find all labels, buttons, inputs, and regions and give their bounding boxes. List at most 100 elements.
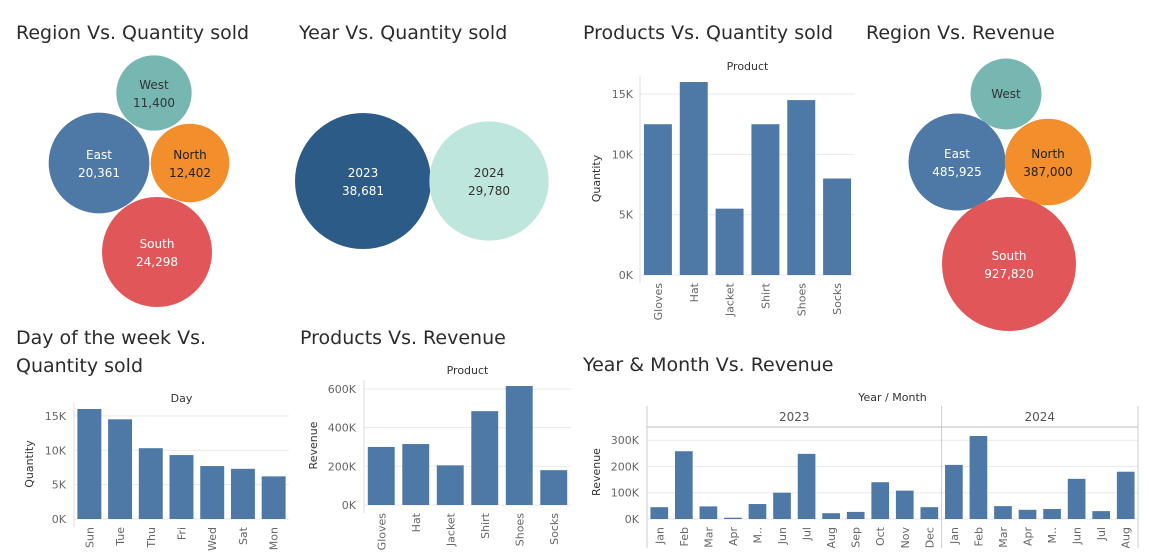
product_rev-bar-hat[interactable] (402, 444, 430, 505)
yearmonth_rev-bar-2024-jun[interactable] (1067, 478, 1086, 519)
product_qty-bar-shoes[interactable] (787, 100, 816, 275)
yearmonth_rev-bar-2024-feb[interactable] (969, 436, 988, 519)
yearmonth_rev-xtick-label: Aug (1120, 527, 1133, 548)
region_rev-bubble-value: 387,000 (1023, 165, 1073, 179)
yearmonth_rev-group-label-2023: 2023 (779, 410, 810, 424)
day_qty-bar-sat[interactable] (230, 468, 255, 519)
yearmonth_rev-bar-2024-apr[interactable] (1018, 509, 1037, 519)
region_qty-bubble-south[interactable] (102, 197, 212, 307)
region_rev-bubble-east[interactable] (908, 113, 1006, 211)
title-year-qty: Year Vs. Quantity sold (299, 22, 508, 44)
yearmonth_rev-bar-2023-m[interactable] (748, 504, 767, 519)
product_rev-ytick-label: 600K (328, 383, 357, 396)
product_rev-bar-jacket[interactable] (436, 465, 464, 505)
product_rev-xtick-label: Shoes (513, 513, 526, 546)
product_qty-bar-gloves[interactable] (643, 124, 672, 275)
yearmonth_rev-bar-2024-aug[interactable] (1116, 471, 1135, 519)
day_qty-bar-mon[interactable] (261, 476, 286, 519)
title-region-qty: Region Vs. Quantity sold (16, 22, 250, 44)
day_qty-ytick-label: 0K (52, 513, 67, 526)
title-day-qty: Day of the week Vs. Quantity sold (16, 327, 207, 377)
year_qty-bubble-2024[interactable] (429, 121, 549, 241)
yearmonth_rev-xtick-label: Mar (997, 527, 1010, 548)
region_rev-bubble-label: West (991, 87, 1021, 101)
product_qty-bar-hat[interactable] (679, 82, 708, 275)
title-region-rev: Region Vs. Revenue (866, 22, 1055, 44)
yearmonth_rev-bar-2023-jan[interactable] (650, 507, 669, 519)
yearmonth_rev-xtick-label: Aug (825, 527, 838, 548)
yearmonth_rev-bar-2023-jul[interactable] (797, 453, 816, 519)
yearmonth_rev-ytick-label: 0K (625, 513, 640, 526)
product_rev-bar-socks[interactable] (540, 470, 568, 505)
product_rev-header: Product (447, 364, 489, 377)
yearmonth_rev-xtick-label: Oct (874, 526, 887, 546)
region_qty-bubble-north[interactable] (150, 123, 230, 203)
region_qty-bubble-west[interactable] (116, 55, 192, 131)
yearmonth_rev-bar-2023-sep[interactable] (846, 511, 865, 519)
product_qty-ytick-label: 10K (612, 148, 634, 161)
title-product-rev: Products Vs. Revenue (300, 327, 506, 349)
product_qty-ytick-label: 0K (619, 269, 634, 282)
day_qty-bar-wed[interactable] (200, 466, 225, 519)
product_qty-ytick-label: 15K (612, 88, 634, 101)
product_rev-ytick-label: 0K (342, 499, 357, 512)
yearmonth_rev-bar-2024-m[interactable] (1043, 509, 1061, 519)
yearmonth_rev-ytick-label: 100K (611, 487, 640, 500)
day_qty-ytick-label: 5K (52, 479, 67, 492)
yearmonth_rev-xtick-label: Nov (899, 527, 912, 549)
day_qty-ytick-label: 10K (45, 444, 67, 457)
product_qty-xtick-label: Shirt (759, 282, 772, 309)
product_qty-bar-socks[interactable] (823, 178, 852, 276)
product_qty-bar-shirt[interactable] (751, 124, 780, 275)
product_rev-bar-shirt[interactable] (471, 411, 499, 505)
yearmonth_rev-bar-2023-feb[interactable] (674, 451, 693, 519)
product_rev-bar-shoes[interactable] (505, 386, 533, 505)
yearmonth_rev-bar-2023-aug[interactable] (822, 513, 840, 519)
day_qty-xtick-label: Sat (237, 526, 250, 545)
region_rev-bubble-north[interactable] (1004, 118, 1092, 206)
yearmonth_rev-bar-2024-mar[interactable] (994, 506, 1012, 519)
day_qty-bar-sun[interactable] (77, 409, 102, 519)
year_qty-bubble-2023[interactable] (295, 113, 431, 249)
yearmonth_rev-bar-2023-dec[interactable] (920, 507, 939, 519)
yearmonth_rev-xtick-label: Jan (653, 527, 666, 545)
product_rev-ytick-label: 200K (328, 460, 357, 473)
yearmonth_rev-xtick-label: Sep (850, 527, 863, 548)
yearmonth_rev-xtick-label: Jun (776, 527, 789, 545)
yearmonth_rev-bar-2023-apr[interactable] (724, 517, 742, 519)
yearmonth_rev-bar-2023-jun[interactable] (773, 492, 791, 519)
day_qty-xtick-label: Wed (206, 527, 219, 551)
product_qty-bar-jacket[interactable] (715, 208, 744, 275)
region_rev-bubble-value: 927,820 (984, 267, 1034, 281)
day_qty-xtick-label: Tue (114, 527, 127, 547)
day_qty-bar-tue[interactable] (108, 419, 133, 519)
yearmonth_rev-xtick-label: Feb (972, 527, 985, 546)
region_qty-bubble-label: North (173, 148, 207, 162)
yearmonth_rev-bar-2023-nov[interactable] (895, 490, 914, 519)
yearmonth_rev-xtick-label: Feb (678, 527, 691, 546)
day_qty-xtick-label: Mon (268, 527, 281, 550)
region_rev-bubble-south[interactable] (942, 197, 1076, 331)
yearmonth_rev-bar-2023-mar[interactable] (699, 506, 718, 519)
yearmonth_rev-bar-2024-jul[interactable] (1092, 511, 1111, 519)
day_qty-ytick-label: 15K (45, 410, 67, 423)
yearmonth_rev-ytick-label: 300K (611, 434, 640, 447)
region_qty-bubble-east[interactable] (48, 112, 150, 214)
day_qty-bar-thu[interactable] (138, 448, 163, 519)
year_qty-bubble-value: 38,681 (342, 184, 384, 198)
product_rev-bar-gloves[interactable] (367, 446, 395, 505)
region_rev-bubble-label: South (992, 249, 1027, 263)
region_qty-bubble-label: East (86, 148, 112, 162)
yearmonth_rev-bar-2024-jan[interactable] (945, 464, 963, 519)
yearmonth_rev-ylabel: Revenue (590, 448, 603, 496)
product_qty-xtick-label: Gloves (652, 283, 665, 321)
yearmonth_rev-bar-2023-oct[interactable] (871, 482, 890, 519)
product_qty-xtick-label: Jacket (724, 282, 737, 317)
product_qty-xtick-label: Hat (688, 282, 701, 302)
region_rev-bubble-west[interactable] (970, 58, 1042, 130)
yearmonth_rev-group-label-2024: 2024 (1025, 410, 1056, 424)
product_qty-xtick-label: Shoes (795, 283, 808, 316)
yearmonth_rev-xtick-label: Apr (1022, 527, 1035, 547)
day_qty-bar-fri[interactable] (169, 455, 194, 519)
yearmonth_rev-xtick-label: Jul (1095, 527, 1108, 541)
